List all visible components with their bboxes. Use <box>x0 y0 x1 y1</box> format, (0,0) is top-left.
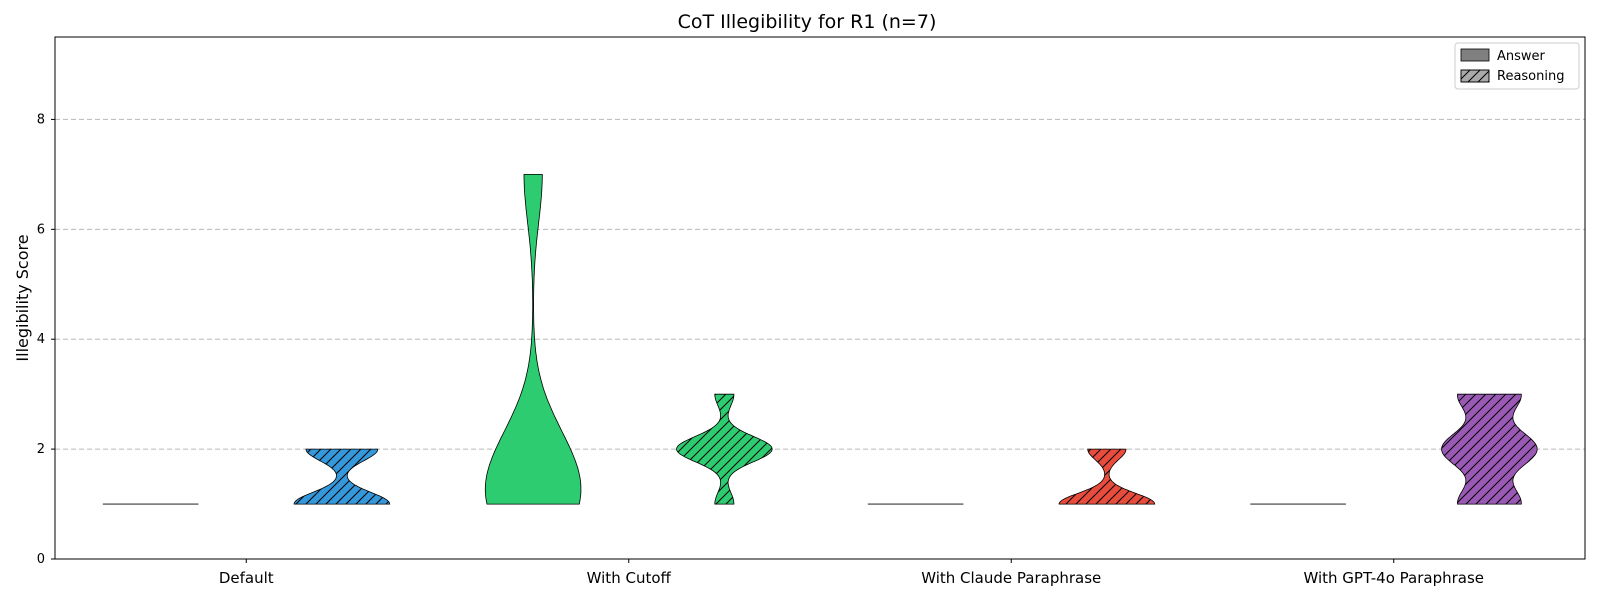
y-tick-label: 4 <box>37 332 45 347</box>
y-tick-label: 6 <box>37 222 45 237</box>
y-tick-label: 2 <box>37 442 45 457</box>
violin-reasoning-hatch <box>676 394 773 505</box>
y-axis-ticks: 0 2 4 6 8 <box>37 112 55 567</box>
violin-reasoning-hatch <box>294 449 390 505</box>
legend-answer-label: Answer <box>1497 49 1546 64</box>
x-tick-label: Default <box>219 569 274 587</box>
y-axis-label: Illegibility Score <box>13 234 32 361</box>
grid-lines <box>55 118 1585 450</box>
legend-reasoning-label: Reasoning <box>1497 69 1564 84</box>
chart-title: CoT Illegibility for R1 (n=7) <box>678 11 937 33</box>
x-tick-label: With GPT-4o Paraphrase <box>1303 569 1484 587</box>
legend-reasoning-hatch <box>1460 69 1490 83</box>
legend: Answer Reasoning <box>1454 42 1580 90</box>
violins <box>102 174 1538 505</box>
violin-answer <box>484 174 582 505</box>
x-tick-label: With Cutoff <box>587 569 672 587</box>
y-tick-label: 8 <box>37 112 45 127</box>
plot-frame <box>54 36 1586 560</box>
y-tick-label: 0 <box>37 552 45 567</box>
x-axis-ticks: Default With Cutoff With Claude Paraphrase… <box>219 559 1484 587</box>
violin-reasoning-hatch <box>1059 449 1155 505</box>
legend-answer-swatch <box>1460 48 1490 62</box>
violin-reasoning-hatch <box>1441 394 1538 505</box>
x-tick-label: With Claude Paraphrase <box>921 569 1101 587</box>
